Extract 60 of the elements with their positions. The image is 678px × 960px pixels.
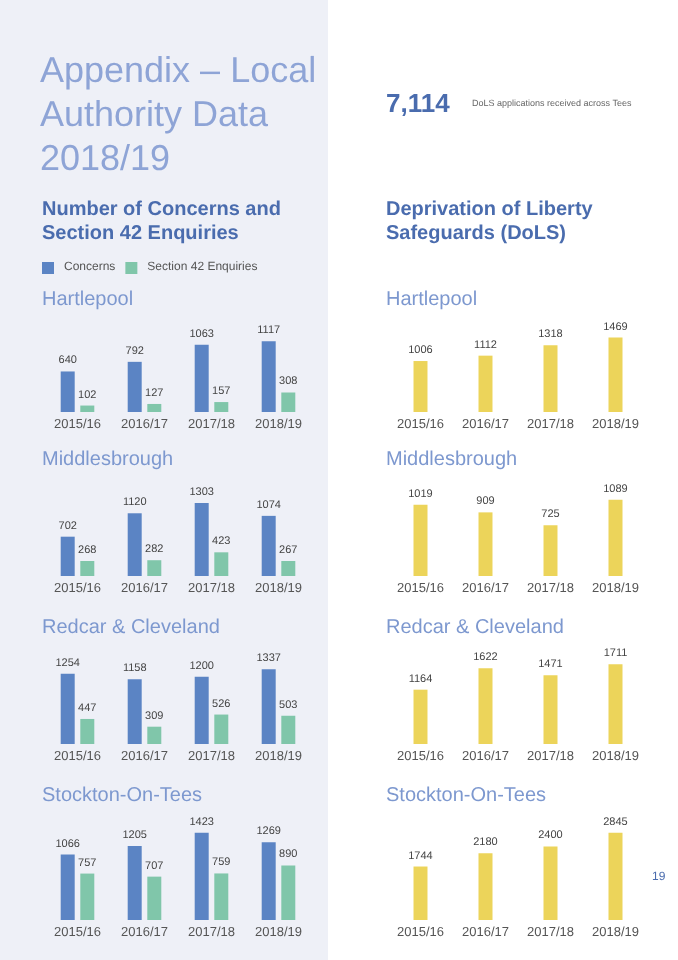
chart-subtitle: Hartlepool — [386, 289, 478, 311]
bar — [281, 392, 296, 412]
bar — [261, 842, 276, 920]
bar — [60, 536, 75, 576]
bar — [413, 504, 428, 576]
bar — [194, 344, 209, 412]
chart-title: Redcar & Cleveland — [386, 617, 564, 639]
bar — [80, 560, 95, 576]
bar — [127, 361, 142, 412]
bar — [60, 854, 75, 920]
bar — [413, 866, 428, 920]
chart-subtitle: Hartlepool — [42, 289, 134, 311]
chart-title: Stockton-On-Tees — [386, 785, 547, 807]
bar — [281, 715, 296, 744]
bar — [261, 341, 276, 412]
chart-title: Middlesbrough — [42, 449, 174, 471]
bar — [80, 405, 95, 412]
bar — [543, 846, 558, 920]
bar — [281, 561, 296, 576]
bar — [543, 675, 558, 744]
chart-title: Stockton-On-Tees — [42, 785, 203, 807]
bar — [147, 876, 162, 920]
bar — [147, 560, 162, 576]
bar — [147, 403, 162, 412]
bar — [80, 718, 95, 744]
bar — [194, 832, 209, 920]
chart-title: Number of Concerns and Section 42 Enquiries — [42, 199, 287, 245]
bar — [214, 552, 229, 576]
bar — [608, 832, 623, 920]
chart-title: Deprivation of Liberty Safeguards (DoLS) — [386, 199, 599, 245]
bar — [608, 664, 623, 744]
text: 7,114 — [386, 88, 450, 118]
bar — [478, 668, 493, 744]
bar — [127, 679, 142, 744]
bar — [478, 355, 493, 412]
bar — [608, 499, 623, 576]
bar — [60, 673, 75, 744]
bar — [543, 525, 558, 576]
bar — [261, 669, 276, 744]
bar — [80, 873, 95, 920]
text: Appendix – Local Authority Data 2018/19 — [40, 48, 319, 180]
bar — [413, 361, 428, 412]
bar — [214, 402, 229, 412]
bar — [194, 503, 209, 576]
bar — [413, 689, 428, 744]
bar — [608, 337, 623, 412]
chart-title: Middlesbrough — [386, 449, 518, 471]
bar — [147, 726, 162, 744]
bar — [60, 371, 75, 412]
bar — [127, 513, 142, 576]
bar — [281, 865, 296, 920]
chart-title: Redcar & Cleveland — [42, 617, 220, 639]
bar — [543, 345, 558, 412]
bar — [478, 853, 493, 920]
bar — [214, 714, 229, 744]
bar — [261, 515, 276, 576]
bar — [478, 512, 493, 576]
bar — [214, 873, 229, 920]
bar — [127, 846, 142, 920]
bar — [194, 676, 209, 744]
